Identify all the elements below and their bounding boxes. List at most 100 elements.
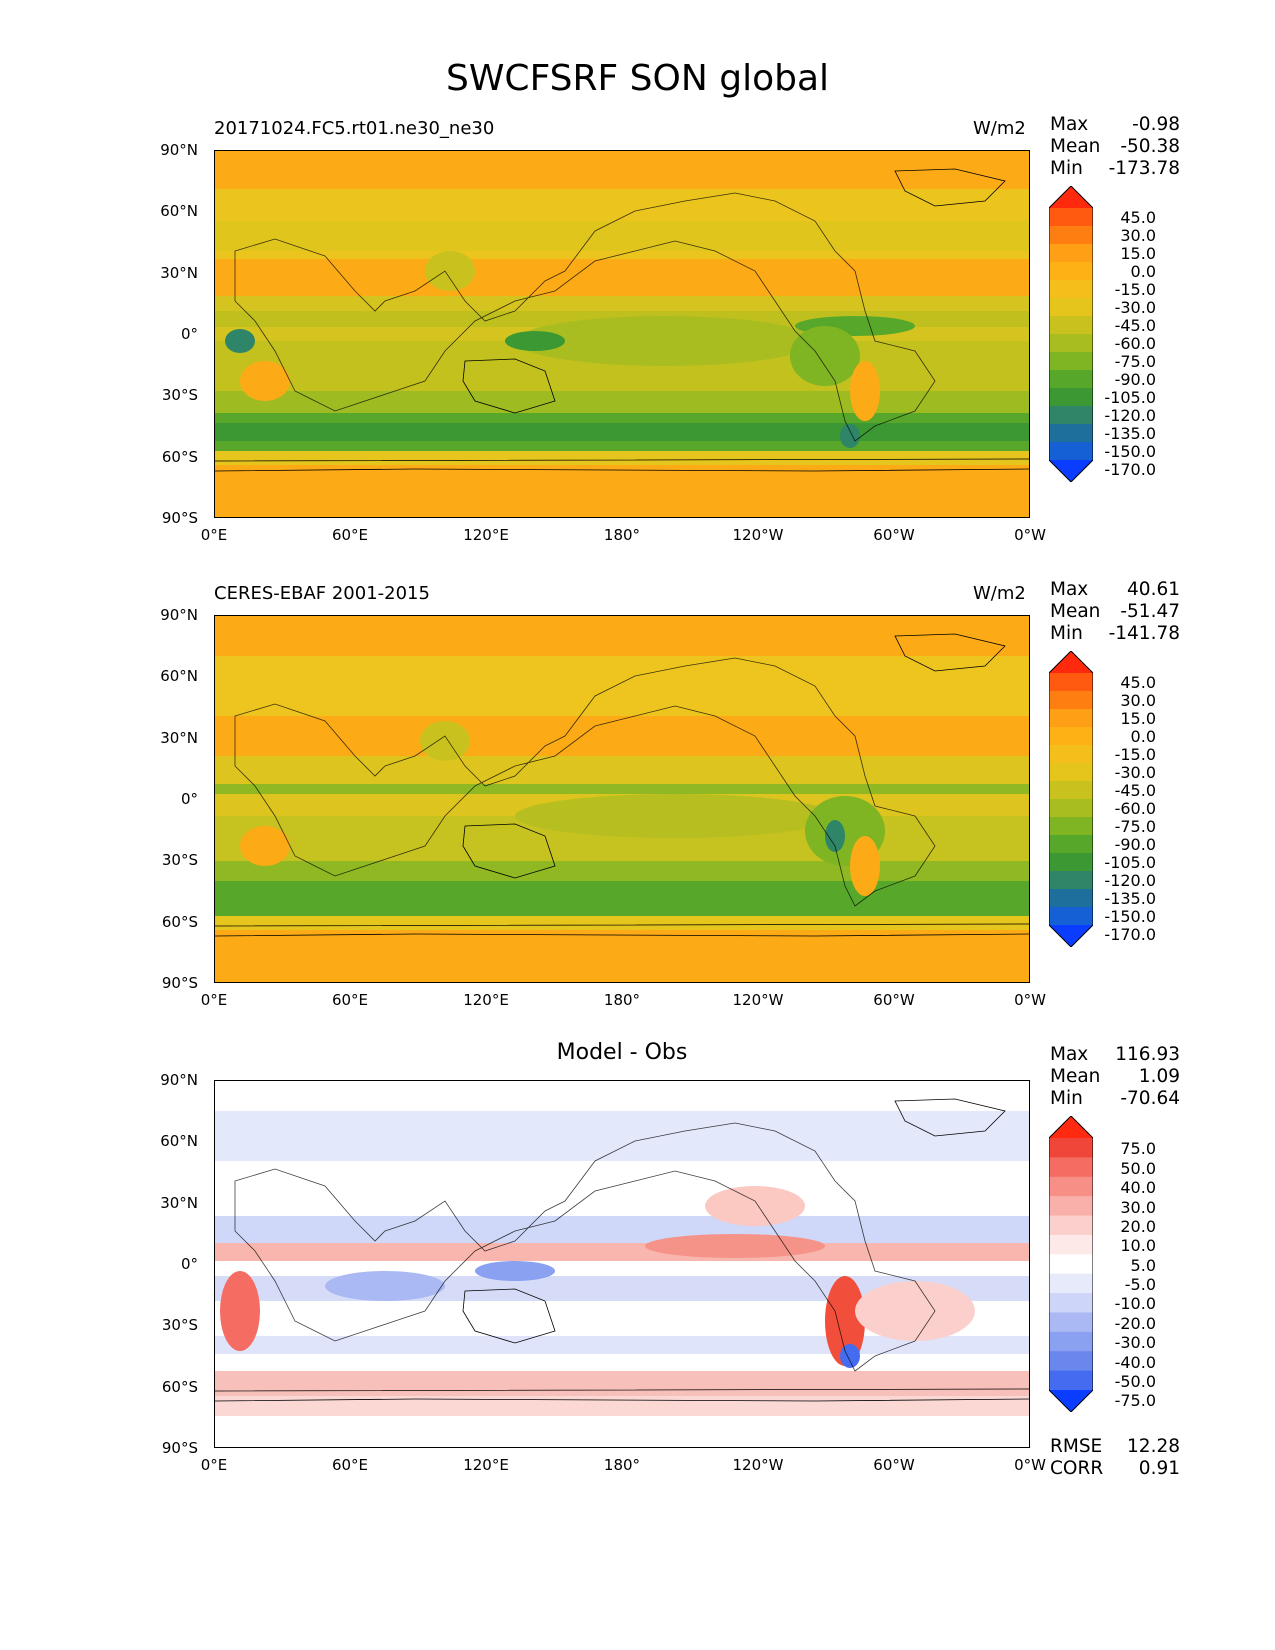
units-label: W/m2 (973, 583, 1026, 604)
lat-tick-label: 90°N (160, 1071, 198, 1089)
colorbar-segment (1049, 727, 1093, 746)
stat-min: Min -70.64 (1050, 1088, 1180, 1109)
colorbar-segment (1049, 244, 1093, 263)
lat-tick-label: 90°N (160, 141, 198, 159)
lat-tick-label: 60°N (160, 1132, 198, 1151)
case-label: 20171024.FC5.rt01.ne30_ne30 (214, 118, 495, 139)
colorbar-level-label: 50.0 (1120, 1158, 1156, 1178)
colorbar-level-label: -30.0 (1114, 298, 1156, 317)
stats-box: Max 116.93 Mean 1.09 Min -70.64 (1050, 1044, 1180, 1110)
colorbar-segment (1049, 370, 1093, 389)
colorbar-segment (1049, 1331, 1093, 1352)
colorbar-level-label: -40.0 (1114, 1352, 1156, 1372)
lon-tick-label: 0°W (1014, 526, 1046, 544)
colorbar-segment (1049, 1254, 1093, 1275)
lon-tick-label: 0°W (1014, 991, 1046, 1009)
lat-tick-label: 0° (180, 790, 198, 808)
colorbar-level-label: -45.0 (1114, 316, 1156, 335)
colorbar-level-label: -30.0 (1114, 763, 1156, 782)
lat-tick-label: 60°S (161, 1377, 198, 1396)
colorbar-segment (1049, 388, 1093, 407)
colorbar-level-label: -170.0 (1104, 925, 1156, 944)
colorbar-level-label: -60.0 (1114, 334, 1156, 353)
colorbar-extend-max (1049, 186, 1093, 208)
lat-tick-label: 30°S (161, 851, 198, 870)
stat-mean: Mean 1.09 (1050, 1066, 1180, 1087)
colorbar-segment (1049, 1312, 1093, 1333)
colorbar-segment (1049, 424, 1093, 443)
lon-tick-label: 120°E (463, 991, 509, 1009)
figure-title: SWCFSRF SON global (445, 58, 830, 99)
colorbar-level-label: 30.0 (1120, 226, 1156, 245)
colorbar-level-label: -105.0 (1104, 388, 1156, 407)
map-field (214, 1080, 1030, 1448)
lat-tick-label: 60°S (161, 447, 198, 466)
panel-diff: Model - Obs Max 116.93 Mean 1.09 Min -70.64 (0, 1040, 1275, 1488)
colorbar-level-label: 45.0 (1120, 673, 1156, 692)
stat-min: Min -173.78 (1050, 158, 1180, 179)
colorbar-segment (1049, 889, 1093, 908)
lon-tick-label: 180° (603, 1456, 641, 1474)
lat-tick-label: 0° (180, 325, 198, 343)
stats-box: Max -0.98 Mean -50.38 Min -173.78 (1050, 114, 1180, 180)
colorbar-level-label: -75.0 (1114, 817, 1156, 836)
colorbar-segment (1049, 262, 1093, 281)
lat-tick-label: 90°N (160, 606, 198, 624)
colorbar-segment (1049, 781, 1093, 800)
colorbar-level-label: -135.0 (1104, 424, 1156, 443)
colorbar-extend-max (1049, 651, 1093, 673)
colorbar-level-label: -120.0 (1104, 406, 1156, 425)
lat-tick-label: 30°N (160, 728, 198, 747)
lon-tick-label: 60°E (331, 526, 369, 544)
colorbar-segment (1049, 1215, 1093, 1236)
colorbar-level-label: -90.0 (1114, 370, 1156, 389)
lat-tick-label: 30°S (161, 1316, 198, 1335)
colorbar-level-label: -120.0 (1104, 871, 1156, 890)
panel-test: 20171024.FC5.rt01.ne30_ne30 W/m2 Max -0.9… (0, 114, 1275, 558)
stats-box: Max 40.61 Mean -51.47 Min -141.78 (1050, 579, 1180, 645)
colorbar-level-label: -15.0 (1114, 280, 1156, 299)
colorbar-level-label: -10.0 (1114, 1294, 1156, 1314)
colorbar-level-label: -60.0 (1114, 799, 1156, 818)
colorbar-level-label: 10.0 (1120, 1236, 1156, 1256)
case-label: CERES-EBAF 2001-2015 (214, 583, 430, 604)
colorbar-level-label: 0.0 (1130, 262, 1156, 281)
map-field (214, 615, 1030, 983)
colorbar-segment (1049, 1273, 1093, 1294)
comparison-stats: RMSE 12.28 CORR 0.91 (1050, 1436, 1180, 1480)
colorbar-level-label: -150.0 (1104, 442, 1156, 461)
colorbar-segment (1049, 1370, 1093, 1391)
colorbar-level-label: -30.0 (1114, 1333, 1156, 1353)
lat-tick-label: 90°S (161, 509, 198, 527)
colorbar-segment (1049, 709, 1093, 728)
stat-corr: CORR 0.91 (1050, 1458, 1180, 1479)
colorbar (1049, 1116, 1093, 1412)
colorbar-segment (1049, 1176, 1093, 1197)
lon-tick-label: 60°W (873, 526, 915, 544)
colorbar-segment (1049, 871, 1093, 890)
lat-tick-label: 30°N (160, 1193, 198, 1212)
colorbar-level-label: -105.0 (1104, 853, 1156, 872)
colorbar-extend-min (1049, 1390, 1093, 1412)
panel-ref: CERES-EBAF 2001-2015 W/m2 Max 40.61 Mean -… (0, 579, 1275, 1023)
colorbar-segment (1049, 1196, 1093, 1217)
colorbar-segment (1049, 835, 1093, 854)
colorbar-level-label: -170.0 (1104, 460, 1156, 479)
colorbar-level-label: 5.0 (1130, 1255, 1156, 1275)
map-field (214, 150, 1030, 518)
lon-tick-label: 0°E (200, 991, 228, 1009)
colorbar-level-label: -20.0 (1114, 1313, 1156, 1333)
colorbar-segment (1049, 1138, 1093, 1158)
colorbar-segment (1049, 280, 1093, 299)
colorbar-segment (1049, 817, 1093, 836)
colorbar-extend-min (1049, 925, 1093, 947)
colorbar-segment (1049, 1234, 1093, 1255)
colorbar-extend-max (1049, 1116, 1093, 1138)
colorbar-level-label: 45.0 (1120, 208, 1156, 227)
colorbar-level-label: 20.0 (1120, 1216, 1156, 1236)
colorbar-segment (1049, 745, 1093, 764)
colorbar-segment (1049, 298, 1093, 317)
colorbar-level-label: -75.0 (1114, 1391, 1156, 1411)
lon-tick-label: 0°W (1014, 1456, 1046, 1474)
stat-max: Max 40.61 (1050, 579, 1180, 600)
